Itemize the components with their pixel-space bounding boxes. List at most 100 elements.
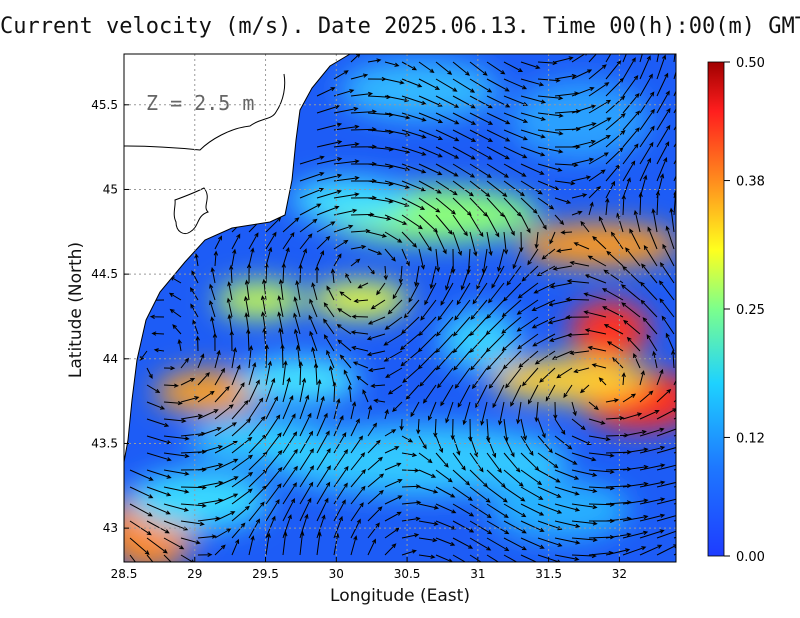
velocity-arrow (571, 139, 597, 148)
velocity-arrow (163, 400, 183, 406)
velocity-arrow (537, 112, 564, 118)
velocity-arrow (453, 350, 471, 371)
velocity-arrow (435, 231, 447, 255)
velocity-arrow (554, 162, 579, 168)
velocity-arrow (537, 214, 547, 231)
velocity-arrow (333, 448, 349, 471)
x-tick-label: 32 (612, 567, 627, 581)
velocity-arrow (214, 458, 239, 471)
velocity-arrow (163, 418, 187, 423)
velocity-arrow (639, 91, 655, 114)
velocity-arrow (333, 239, 349, 250)
velocity-arrow (350, 258, 361, 267)
velocity-arrow (316, 448, 331, 471)
velocity-arrow (516, 401, 522, 425)
velocity-arrow (622, 177, 631, 199)
velocity-arrow (503, 95, 529, 106)
velocity-arrow (553, 401, 558, 420)
velocity-arrow (129, 486, 154, 499)
velocity-arrow (469, 520, 493, 535)
velocity-arrow (454, 367, 471, 389)
velocity-arrow (299, 430, 314, 454)
velocity-arrow (214, 528, 232, 539)
velocity-arrow (656, 141, 670, 165)
velocity-arrow (651, 208, 658, 233)
velocity-arrow (452, 95, 476, 109)
velocity-arrow (357, 282, 369, 289)
velocity-arrow (571, 401, 577, 417)
velocity-arrow (139, 350, 148, 361)
velocity-arrow (541, 248, 556, 260)
velocity-arrow (401, 95, 427, 105)
velocity-arrow (639, 157, 651, 182)
velocity-arrow (571, 435, 592, 445)
velocity-arrow (399, 333, 420, 351)
velocity-arrow (588, 64, 607, 80)
velocity-arrow (587, 255, 607, 267)
y-tick-label: 43.5 (91, 436, 118, 450)
velocity-arrow (437, 299, 454, 321)
velocity-arrow (282, 413, 296, 437)
velocity-arrow (452, 214, 468, 237)
velocity-arrow (652, 350, 658, 369)
velocity-arrow (350, 468, 366, 488)
velocity-arrow (260, 295, 267, 318)
velocity-arrow (452, 146, 476, 160)
velocity-arrow (146, 418, 170, 427)
velocity-arrow (231, 233, 241, 250)
velocity-arrow (503, 78, 528, 90)
velocity-arrow (248, 361, 257, 386)
velocity-arrow (180, 537, 201, 545)
velocity-arrow (248, 468, 268, 488)
velocity-arrow (282, 465, 298, 488)
velocity-arrow (469, 554, 482, 562)
velocity-arrow (486, 129, 511, 142)
velocity-arrow (282, 431, 298, 454)
velocity-arrow (265, 231, 277, 250)
velocity-arrow (398, 265, 404, 284)
velocity-arrow (316, 497, 329, 522)
velocity-arrow (639, 513, 666, 522)
velocity-arrow (655, 190, 661, 216)
velocity-arrow (510, 384, 522, 407)
velocity-arrow (418, 129, 444, 141)
velocity-arrow (384, 408, 389, 420)
velocity-arrow (622, 498, 649, 505)
velocity-arrow (367, 58, 382, 63)
velocity-arrow (486, 503, 509, 519)
velocity-arrow (414, 265, 420, 287)
velocity-arrow (418, 452, 433, 464)
velocity-arrow (554, 537, 581, 545)
velocity-arrow (231, 248, 237, 267)
velocity-arrow (656, 54, 667, 80)
velocity-arrow (588, 401, 599, 411)
velocity-arrow (333, 124, 360, 131)
velocity-arrow (452, 231, 462, 256)
velocity-arrow (647, 226, 658, 250)
velocity-arrow (491, 265, 505, 289)
velocity-arrow (347, 384, 353, 403)
velocity-arrow (435, 333, 454, 354)
velocity-arrow (146, 520, 170, 534)
velocity-arrow (418, 503, 440, 510)
velocity-arrow (197, 427, 222, 437)
velocity-arrow (610, 231, 624, 250)
velocity-arrow (333, 142, 360, 148)
velocity-arrow (299, 203, 322, 216)
velocity-arrow (435, 180, 458, 196)
velocity-arrow (573, 242, 590, 250)
velocity-arrow (418, 316, 437, 337)
velocity-arrow (518, 350, 539, 368)
velocity-arrow (527, 384, 539, 405)
velocity-arrow (333, 89, 355, 97)
velocity-arrow (469, 486, 491, 503)
y-axis-label: Latitude (North) (66, 241, 86, 379)
velocity-arrow (534, 231, 539, 249)
velocity-arrow (214, 476, 239, 488)
velocity-arrow (639, 73, 653, 97)
velocity-arrow (571, 452, 597, 462)
x-axis-label: Longitude (East) (330, 586, 470, 606)
velocity-arrow (435, 350, 454, 371)
velocity-arrow (469, 537, 492, 551)
velocity-arrow (146, 486, 172, 497)
